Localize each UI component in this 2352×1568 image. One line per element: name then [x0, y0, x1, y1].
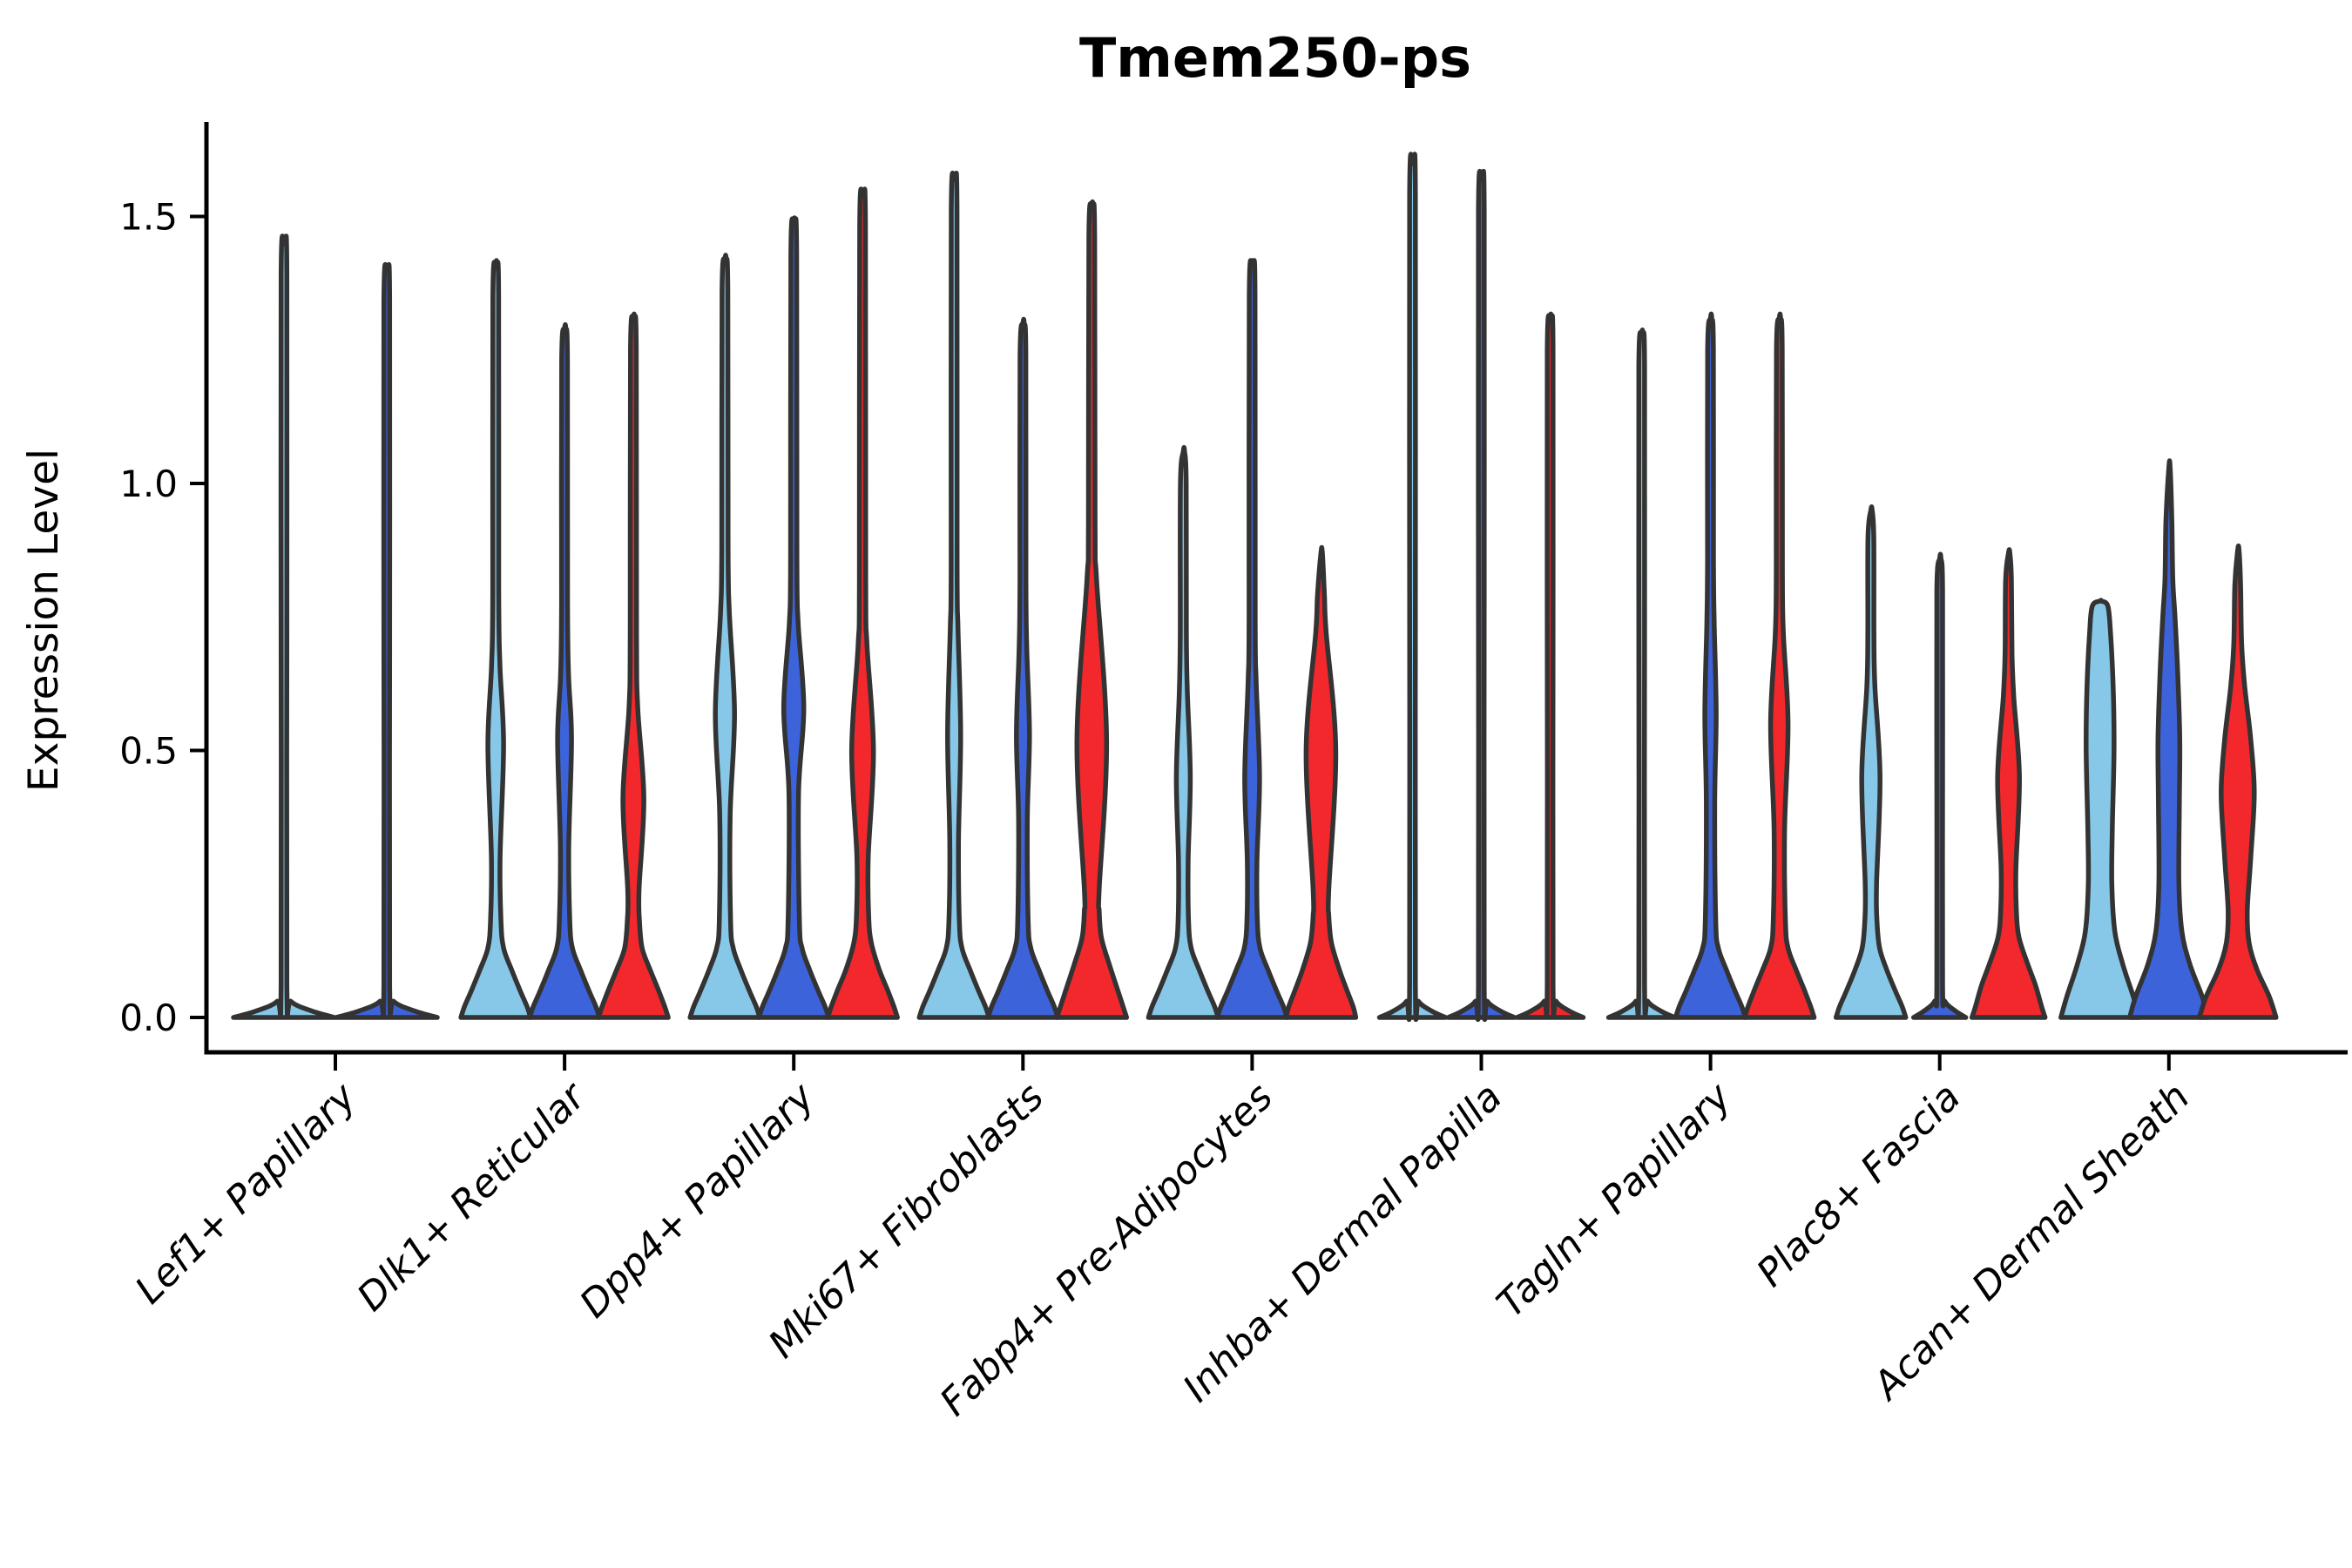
violin: [825, 186, 900, 1020]
violin: [231, 233, 337, 1020]
y-tick-label: 1.0: [119, 463, 178, 505]
y-tick-label: 0.5: [119, 730, 178, 773]
x-tick-label: Dlk1+ Reticular: [349, 1073, 596, 1320]
x-tick-label: Dpp4+ Papillary: [571, 1074, 824, 1327]
violin: [1445, 169, 1517, 1023]
violins-layer: [231, 152, 2279, 1023]
violin: [1673, 311, 1748, 1020]
violin: [596, 311, 671, 1020]
violin: [1054, 199, 1130, 1020]
violin: [2197, 543, 2279, 1020]
violin: [1146, 444, 1221, 1020]
violin: [1910, 551, 1969, 1020]
violin: [1514, 311, 1586, 1020]
x-tick-label: Plac8+ Fascia: [1748, 1075, 1969, 1295]
violin: [687, 253, 762, 1020]
y-tick-label: 0.0: [119, 997, 178, 1039]
violin: [756, 215, 831, 1020]
violin: [2127, 458, 2211, 1020]
y-tick-labels: 0.0 0.5 1.0 1.5: [119, 196, 206, 1039]
y-tick-label: 1.5: [119, 196, 178, 239]
violin: [1376, 152, 1449, 1023]
chart-title: Tmem250-ps: [1079, 26, 1471, 90]
y-axis-label: Expression Level: [20, 449, 68, 792]
violin: [458, 258, 533, 1020]
violin: [1214, 258, 1290, 1020]
violin: [1605, 328, 1678, 1020]
axes-layer: [204, 122, 2348, 1055]
violin: [1283, 544, 1359, 1020]
violin: [985, 316, 1061, 1020]
violin: [1833, 504, 1909, 1020]
violin: [1741, 311, 1817, 1020]
violin: [527, 321, 602, 1020]
x-tick-label: Tagln+ Papillary: [1489, 1074, 1740, 1326]
violin: [916, 170, 992, 1020]
violin: [1969, 547, 2048, 1020]
violin: [2058, 598, 2142, 1020]
violin: [334, 262, 440, 1020]
x-tick-label: Lef1+ Papillary: [127, 1074, 366, 1313]
